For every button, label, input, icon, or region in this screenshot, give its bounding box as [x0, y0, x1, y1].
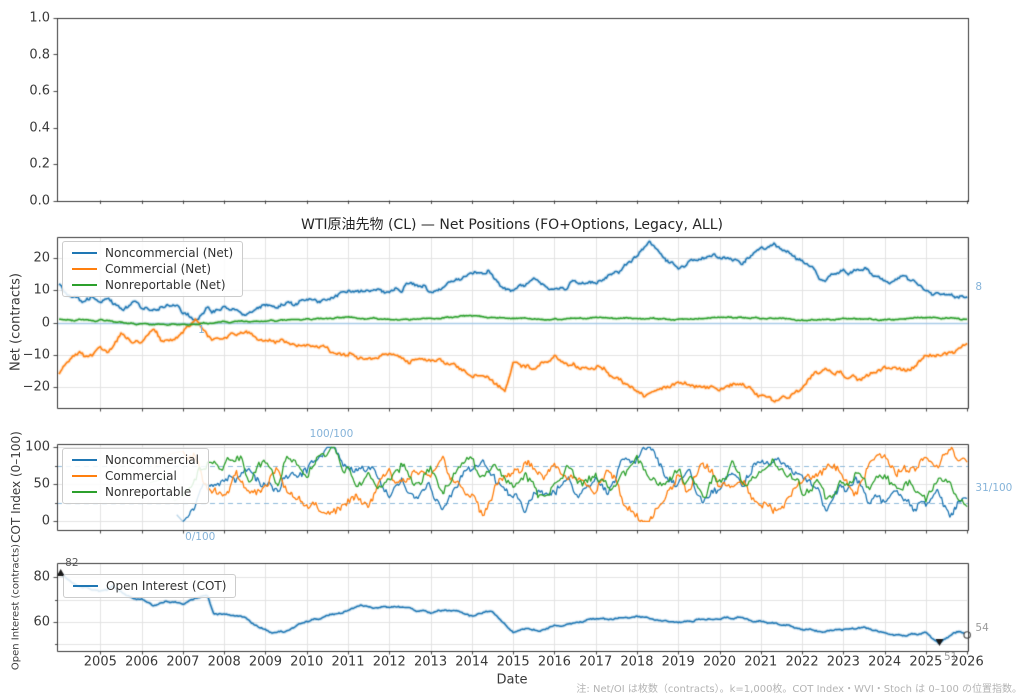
chart-canvas — [0, 0, 1024, 699]
figure: WTI原油先物 (CL) — Net Positions (FO+Options… — [0, 0, 1024, 699]
